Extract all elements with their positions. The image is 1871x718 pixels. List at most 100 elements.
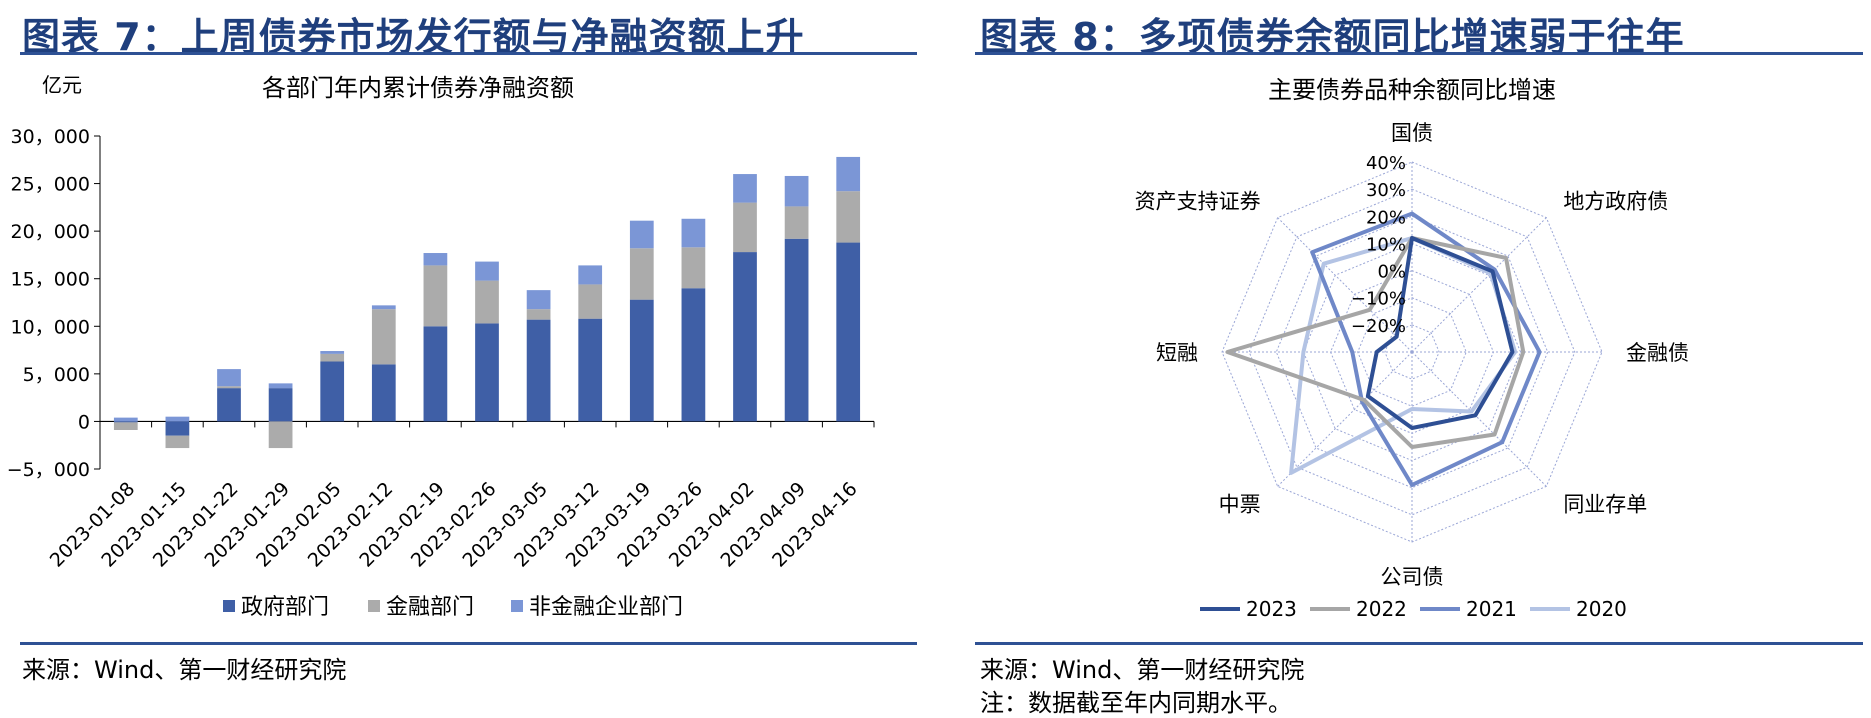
bar-segment <box>629 220 654 249</box>
legend-label: 政府部门 <box>241 595 329 620</box>
bar-segment <box>475 280 499 324</box>
y-tick-label: 20，000 <box>11 221 90 243</box>
bar-segment <box>217 388 241 422</box>
y-tick-label: 0 <box>78 411 90 433</box>
bar-segment <box>784 238 809 422</box>
y-tick-label: 5，000 <box>23 364 90 386</box>
radar-series-line <box>1310 211 1542 487</box>
bar-segment <box>475 261 499 281</box>
bar-segment <box>371 309 396 365</box>
radar-grid-ring <box>1357 297 1467 407</box>
radar-series-line <box>1225 236 1526 449</box>
bar-segment <box>733 202 757 253</box>
figure-7-source: 来源：Wind、第一财经研究院 <box>22 656 347 684</box>
y-tick-label: 15，000 <box>11 269 90 291</box>
source-divider <box>975 642 1863 645</box>
bar-segment <box>526 309 551 320</box>
bar-segment <box>836 242 861 422</box>
bar-segment <box>578 284 603 319</box>
bar-segment <box>526 319 551 422</box>
bar-segment <box>423 265 448 327</box>
radar-spoke <box>1411 217 1547 353</box>
radial-tick-label: −10% <box>1351 289 1406 310</box>
bar-segment <box>165 421 190 436</box>
source-divider <box>20 642 917 645</box>
bar-chart-title: 各部门年内累计债券净融资额 <box>262 74 574 102</box>
radar-axis-label: 金融债 <box>1626 341 1689 365</box>
bar-segment <box>836 156 861 192</box>
bar-segment <box>526 290 551 310</box>
bar-segment <box>113 421 138 423</box>
bar-segment <box>268 383 293 389</box>
bar-segment <box>165 416 190 422</box>
bar-segment <box>578 318 603 422</box>
radar-chart-title: 主要债券品种余额同比增速 <box>1268 76 1556 104</box>
legend-label: 2022 <box>1356 597 1407 621</box>
bar-segment <box>681 288 706 422</box>
figure-7-title: 图表 7：上周债券市场发行额与净融资额上升 <box>22 15 805 59</box>
figure-8-source: 来源：Wind、第一财经研究院 <box>980 656 1305 684</box>
legend-label: 非金融企业部门 <box>529 595 683 620</box>
bar-segment <box>423 253 448 266</box>
bar-segment <box>371 364 396 422</box>
radar-series-line <box>1365 236 1515 430</box>
y-tick-label: −5，000 <box>7 459 90 481</box>
radial-tick-label: −20% <box>1351 316 1406 337</box>
radar-axis-label: 短融 <box>1156 341 1198 365</box>
radar-axis-label: 同业存单 <box>1563 492 1647 516</box>
bar-segment <box>217 386 241 389</box>
radial-tick-label: 10% <box>1366 234 1406 255</box>
legend-label: 2023 <box>1246 597 1297 621</box>
bar-segment <box>268 421 293 449</box>
title-divider <box>20 52 917 55</box>
radial-tick-label: 20% <box>1366 207 1406 228</box>
radial-tick-label: 0% <box>1377 262 1406 283</box>
bar-segment <box>165 435 190 449</box>
radar-chart: 主要债券品种余额同比增速 40% 30% 20% 10% 0% −10% −20% 国债地方政… <box>1135 76 1689 621</box>
legend-swatch <box>223 600 235 612</box>
radial-tick-label: 30% <box>1366 180 1406 201</box>
bar-segment <box>629 299 654 422</box>
left-figure-panel: 图表 7：上周债券市场发行额与净融资额上升 各部门年内累计债券净融资额 亿元 3… <box>0 0 925 718</box>
bar-segment <box>578 265 603 285</box>
y-tick-label: 30，000 <box>11 126 90 148</box>
bar-segment <box>371 305 396 310</box>
radar-axis-label: 国债 <box>1391 121 1433 145</box>
radar-grid-ring <box>1275 215 1549 489</box>
radar-axis-label: 中票 <box>1219 492 1261 516</box>
bar-segment <box>836 191 861 243</box>
radial-tick-label: 40% <box>1366 153 1406 174</box>
radar-axis-label: 资产支持证券 <box>1135 190 1261 214</box>
bar-segment <box>733 174 757 203</box>
bar-segment <box>784 175 809 207</box>
legend-label: 金融部门 <box>386 595 474 620</box>
bar-segment <box>217 369 241 387</box>
legend-swatch <box>511 600 523 612</box>
figure-8-title: 图表 8：多项债券余额同比增速弱于往年 <box>980 15 1685 59</box>
title-divider <box>975 52 1863 55</box>
bar-segment <box>681 247 706 289</box>
bar-segment <box>320 361 345 422</box>
legend-swatch <box>368 600 380 612</box>
radar-axis-label: 地方政府债 <box>1563 190 1668 214</box>
radar-spoke <box>1411 351 1547 487</box>
bar-segment <box>113 417 138 422</box>
bar-segment <box>681 218 706 248</box>
radar-axis-label: 公司债 <box>1381 565 1444 589</box>
bar-segment <box>268 388 293 422</box>
right-figure-panel: 图表 8：多项债券余额同比增速弱于往年 主要债券品种余额同比增速 40% 30% 2… <box>955 0 1871 718</box>
legend-label: 2021 <box>1466 597 1517 621</box>
bar-segment <box>733 252 757 422</box>
bar-segment <box>320 351 345 354</box>
y-tick-label: 25，000 <box>11 174 90 196</box>
bar-segment <box>113 422 138 430</box>
bar-segment <box>784 206 809 239</box>
bar-segment <box>423 326 448 422</box>
y-tick-label: 10，000 <box>11 316 90 338</box>
bar-segment <box>475 323 499 422</box>
y-axis-unit-label: 亿元 <box>42 73 82 97</box>
legend-label: 2020 <box>1576 597 1627 621</box>
figure-8-note: 注：数据截至年内同期水平。 <box>980 689 1292 717</box>
bar-segment <box>320 353 345 362</box>
bar-segment <box>629 248 654 300</box>
